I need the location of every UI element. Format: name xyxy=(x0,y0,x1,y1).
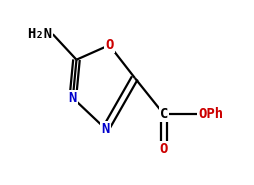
Text: C: C xyxy=(159,107,167,121)
Text: O: O xyxy=(159,142,167,156)
Text: OPh: OPh xyxy=(198,107,223,121)
Text: H₂N: H₂N xyxy=(27,27,52,41)
Text: N: N xyxy=(101,122,109,136)
Text: N: N xyxy=(68,91,77,105)
Text: O: O xyxy=(105,38,113,52)
